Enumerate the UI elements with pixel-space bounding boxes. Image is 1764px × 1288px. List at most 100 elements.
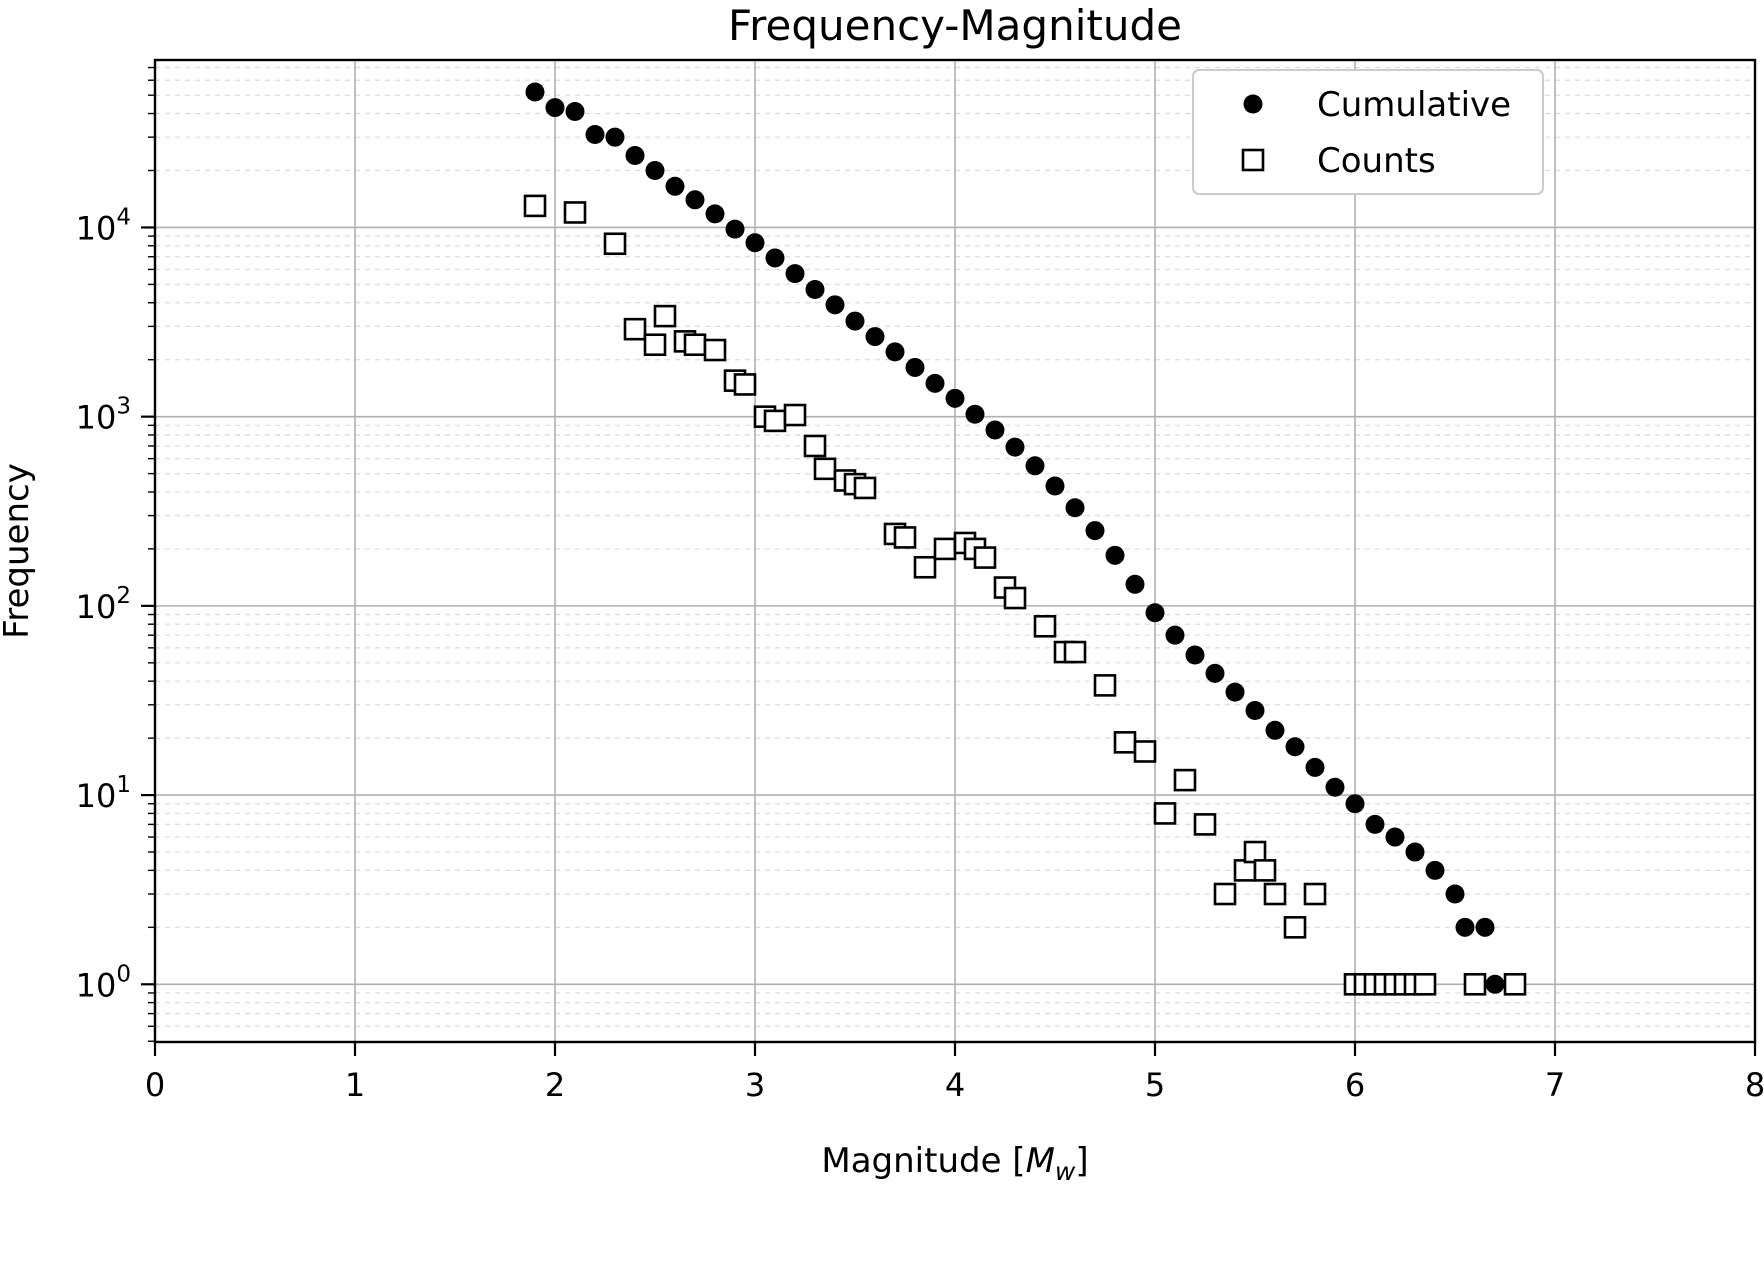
y-tick-label: 100 xyxy=(76,961,131,1004)
legend-marker-counts xyxy=(1241,148,1265,172)
cumulative-point xyxy=(605,127,625,147)
cumulative-point xyxy=(1305,757,1325,777)
cumulative-point xyxy=(1285,737,1305,757)
y-axis-label: Frequency xyxy=(0,463,37,639)
cumulative-point xyxy=(985,420,1005,440)
cumulative-point xyxy=(1045,476,1065,496)
counts-point xyxy=(1253,859,1277,882)
legend: Cumulative Counts xyxy=(1192,69,1544,195)
counts-point xyxy=(783,403,807,427)
cumulative-point xyxy=(1455,917,1475,937)
counts-point xyxy=(853,476,877,500)
x-tick-label: 5 xyxy=(1145,1066,1165,1104)
counts-point xyxy=(683,333,707,357)
cumulative-point xyxy=(785,264,805,284)
cumulative-point xyxy=(1205,663,1225,683)
cumulative-point xyxy=(1005,437,1025,457)
cumulative-point xyxy=(765,248,785,268)
cumulative-point xyxy=(1065,498,1085,518)
cumulative-point xyxy=(665,176,685,196)
cumulative-point xyxy=(1365,814,1385,834)
x-tick-label: 1 xyxy=(345,1066,365,1104)
counts-point xyxy=(1033,614,1057,638)
cumulative-point xyxy=(1125,574,1145,594)
counts-point xyxy=(1283,916,1307,939)
counts-point xyxy=(1213,882,1237,906)
counts-point xyxy=(523,194,547,218)
y-tick-label: 104 xyxy=(76,204,131,247)
cumulative-point xyxy=(745,233,765,253)
cumulative-point xyxy=(1085,521,1105,541)
legend-box xyxy=(1192,69,1544,195)
x-tick-label: 0 xyxy=(145,1066,165,1104)
cumulative-point xyxy=(1265,720,1285,740)
cumulative-point xyxy=(705,204,725,224)
cumulative-point xyxy=(1445,884,1465,904)
counts-point xyxy=(893,526,917,549)
counts-point xyxy=(703,338,727,362)
cumulative-point xyxy=(1185,645,1205,665)
cumulative-point xyxy=(825,295,845,315)
x-axis-label-symbol: M xyxy=(1026,1141,1055,1181)
x-axis-label-prefix: Magnitude [ xyxy=(821,1141,1025,1181)
counts-point xyxy=(913,555,937,579)
legend-label-counts: Counts xyxy=(1317,141,1436,181)
counts-point xyxy=(933,537,957,561)
counts-point xyxy=(1463,972,1487,996)
counts-point xyxy=(1233,859,1257,882)
counts-point xyxy=(813,457,837,481)
counts-point xyxy=(1113,731,1137,754)
counts-point xyxy=(1503,972,1527,996)
cumulative-point xyxy=(885,342,905,362)
counts-point xyxy=(623,317,647,341)
x-tick-label: 6 xyxy=(1345,1066,1365,1104)
x-tick-label: 7 xyxy=(1545,1066,1565,1104)
cumulative-point xyxy=(845,311,865,331)
cumulative-point xyxy=(1345,794,1365,814)
cumulative-point xyxy=(945,388,965,408)
cumulative-point xyxy=(1475,917,1495,937)
cumulative-point xyxy=(585,124,605,144)
x-axis-label-suffix: ] xyxy=(1075,1141,1088,1181)
cumulative-point xyxy=(685,190,705,210)
x-tick-label: 2 xyxy=(545,1066,565,1104)
counts-point xyxy=(1063,640,1087,664)
cumulative-point xyxy=(1145,603,1165,623)
counts-point xyxy=(1133,740,1157,763)
cumulative-point xyxy=(1385,827,1405,847)
cumulative-point xyxy=(905,357,925,377)
counts-point xyxy=(803,434,827,458)
counts-point xyxy=(563,201,587,224)
axis-ticks: 100 101 102 103 104 0 1 2 3 4 5 6 7 8 xyxy=(76,66,1764,1104)
counts-point xyxy=(1263,882,1287,906)
cumulative-point xyxy=(865,327,885,347)
cumulative-point xyxy=(1325,777,1345,797)
counts-point xyxy=(733,373,757,396)
cumulative-point xyxy=(1165,625,1185,645)
counts-point xyxy=(1413,972,1437,996)
counts-point xyxy=(1173,768,1197,792)
counts-point xyxy=(1303,882,1327,906)
counts-point xyxy=(1153,802,1177,825)
chart-title: Frequency-Magnitude xyxy=(728,1,1182,50)
cumulative-point xyxy=(1425,860,1445,880)
counts-point xyxy=(973,546,997,569)
y-tick-label: 102 xyxy=(76,583,131,626)
cumulative-point xyxy=(1245,700,1265,720)
counts-point xyxy=(1093,674,1117,697)
series-cumulative xyxy=(525,82,1525,994)
cumulative-point xyxy=(625,146,645,166)
counts-point xyxy=(1243,840,1267,864)
counts-point xyxy=(1003,586,1027,610)
counts-point xyxy=(603,232,627,256)
cumulative-point xyxy=(645,160,665,180)
legend-label-cumulative: Cumulative xyxy=(1317,85,1511,125)
cumulative-point xyxy=(1485,974,1505,994)
y-tick-label: 101 xyxy=(76,772,131,815)
cumulative-point xyxy=(965,404,985,424)
cumulative-point xyxy=(1225,682,1245,702)
cumulative-point xyxy=(925,373,945,393)
series-counts xyxy=(523,194,1527,996)
